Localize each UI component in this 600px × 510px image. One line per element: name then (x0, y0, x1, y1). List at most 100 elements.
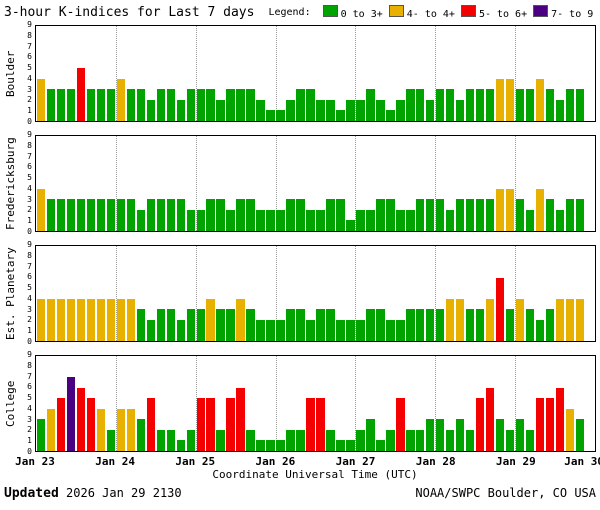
k-index-bar (136, 419, 145, 451)
k-index-bar (266, 209, 275, 231)
panel-college: College 9 8 7 6 5 4 3 2 1 0 (4, 351, 596, 456)
k-index-bar (106, 429, 116, 451)
k-index-bar (575, 199, 585, 231)
k-index-bar (36, 188, 46, 231)
k-index-bar (76, 298, 86, 341)
k-index-bar (126, 199, 135, 231)
plot-area (35, 355, 596, 452)
day-gridline (195, 26, 197, 121)
plot-area (35, 135, 596, 232)
k-index-bar (336, 319, 345, 341)
k-index-bar (266, 440, 275, 451)
k-index-bar (485, 89, 495, 121)
k-index-bar (555, 298, 565, 341)
k-index-bar (485, 298, 495, 341)
k-index-bar (565, 298, 575, 341)
k-index-bar (236, 199, 245, 231)
station-label: Est. Planetary (4, 247, 17, 340)
k-index-bar (196, 398, 205, 451)
k-index-bar (66, 89, 76, 121)
k-index-bar (545, 89, 555, 121)
k-index-bar (466, 89, 475, 121)
k-index-bar (246, 429, 255, 451)
k-index-bar (426, 199, 435, 231)
k-index-bar (306, 398, 315, 451)
y-tick-label: 9 (27, 350, 32, 359)
k-index-bar (256, 99, 265, 121)
k-index-bar (416, 89, 425, 121)
k-index-bar (166, 199, 175, 231)
legend-item-label: 4- to 4+ (406, 8, 455, 20)
k-index-bar (256, 319, 265, 341)
k-index-bar (146, 99, 155, 121)
k-index-bar (186, 309, 195, 341)
k-index-bar (505, 188, 515, 231)
day-gridline (515, 136, 517, 231)
k-index-bar (535, 78, 545, 121)
k-index-bar (176, 99, 185, 121)
k-index-bar (346, 220, 355, 231)
k-index-panels: Boulder 9 8 7 6 5 4 3 2 1 0 Fredericksburg 9 8 7 6 5 4 3 2 1… (4, 21, 596, 456)
k-index-bar (216, 309, 225, 341)
y-tick-label: 0 (27, 227, 32, 236)
k-index-bar (336, 110, 345, 121)
k-index-bar (296, 89, 305, 121)
chart-header: 3-hour K-indices for Last 7 days Legend:… (4, 3, 596, 21)
k-index-bar (525, 209, 535, 231)
k-index-bar (386, 199, 395, 231)
x-tick-labels: Jan 23 Jan 24 Jan 25 Jan 26 Jan 27 Jan 28 Jan … (15, 454, 600, 468)
k-index-bar (406, 309, 415, 341)
k-index-bar (196, 309, 205, 341)
plot-area (35, 245, 596, 342)
credit-text: NOAA/SWPC Boulder, CO USA (415, 486, 596, 500)
k-index-bar (136, 89, 145, 121)
day-gridline (435, 136, 437, 231)
k-index-bar (396, 398, 405, 451)
k-index-bar (186, 429, 195, 451)
k-index-bar (436, 89, 445, 121)
k-index-bar (426, 99, 435, 121)
k-index-bar (386, 319, 395, 341)
x-tick-label: Jan 26 (255, 455, 296, 468)
y-tick-label: 5 (27, 63, 32, 73)
k-index-bar (286, 429, 295, 451)
k-index-bar (346, 99, 355, 121)
k-index-bar (306, 209, 315, 231)
k-index-bar (416, 309, 425, 341)
k-index-bar (545, 199, 555, 231)
k-index-bar (236, 387, 245, 451)
k-index-bar (226, 209, 235, 231)
k-index-bar (356, 209, 365, 231)
k-index-bar (376, 309, 385, 341)
y-tick-label: 1 (27, 216, 32, 226)
k-index-bar (266, 319, 275, 341)
day-gridline (435, 26, 437, 121)
k-index-bar (336, 199, 345, 231)
k-index-bar (46, 199, 56, 231)
k-index-bar (485, 199, 495, 231)
k-index-bar (456, 99, 465, 121)
day-gridline (355, 26, 357, 121)
k-index-bar (436, 309, 445, 341)
y-tick-label: 3 (27, 84, 32, 94)
k-index-bar (456, 419, 465, 451)
k-index-bar (46, 298, 56, 341)
k-index-bar (525, 89, 535, 121)
k-index-bar (146, 319, 155, 341)
k-index-bar (366, 309, 375, 341)
k-index-bar (466, 309, 475, 341)
k-index-bar (206, 298, 215, 341)
x-tick-label: Jan 27 (335, 455, 376, 468)
y-tick-label: 4 (27, 183, 32, 193)
k-index-bar (206, 199, 215, 231)
day-gridline (515, 356, 517, 451)
k-index-bar (246, 199, 255, 231)
k-index-bar (126, 298, 135, 341)
k-index-bar (396, 209, 405, 231)
k-index-bar (326, 199, 335, 231)
k-index-bar (166, 89, 175, 121)
y-tick-label: 1 (27, 436, 32, 446)
